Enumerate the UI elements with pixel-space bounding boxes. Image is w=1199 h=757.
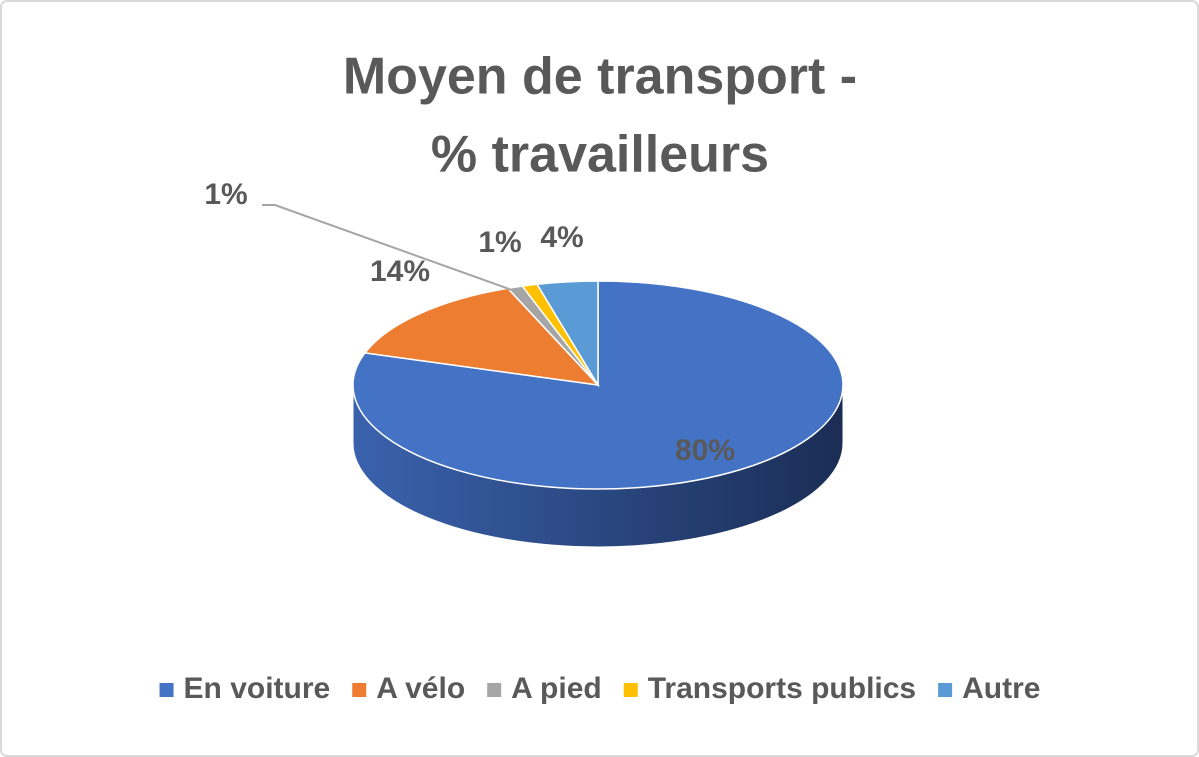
legend-label: A pied [511, 672, 602, 705]
data-label: 1% [478, 226, 521, 259]
legend-label: Transports publics [648, 672, 916, 705]
slice [352, 280, 844, 490]
legend-label: Autre [962, 672, 1040, 705]
legend-swatch [159, 683, 174, 697]
legend-swatch [487, 683, 502, 697]
data-label: 80% [675, 434, 735, 467]
data-label: 4% [540, 221, 583, 254]
data-label: 1% [204, 178, 247, 211]
legend-label: A vélo [376, 672, 465, 705]
legend-swatch [938, 683, 953, 697]
leader-line [262, 204, 516, 293]
slice [535, 280, 599, 388]
chart-title: Moyen de transport - [343, 48, 857, 106]
legend-swatch [352, 683, 367, 697]
chart-title: % travailleurs [431, 126, 769, 184]
data-label: 14% [370, 255, 430, 288]
legend-swatch [623, 683, 638, 697]
legend-label: En voiture [184, 672, 331, 705]
slice [363, 287, 600, 387]
